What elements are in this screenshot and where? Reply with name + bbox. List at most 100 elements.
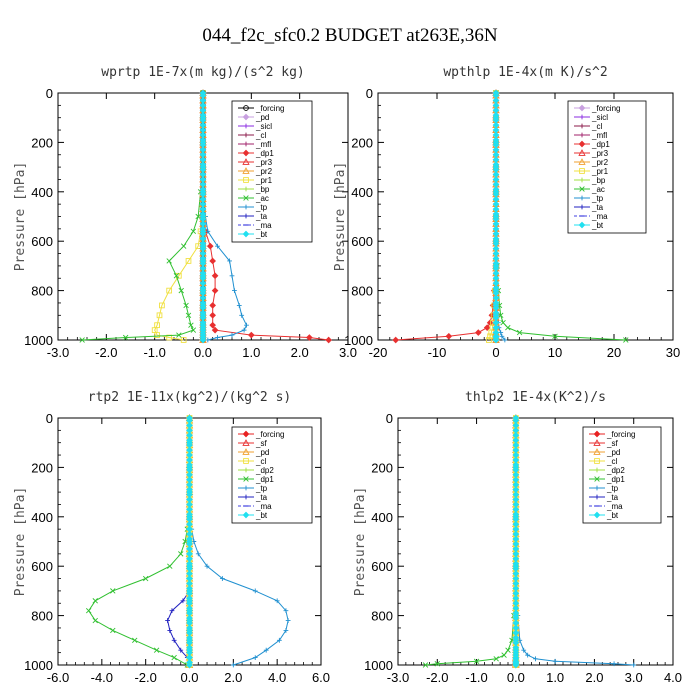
x-tick-label: -2.0 (134, 670, 156, 685)
data-point (195, 213, 201, 220)
x-tick-label: 3.0 (625, 670, 643, 685)
x-tick-label: -3.0 (387, 670, 409, 685)
data-point (166, 287, 173, 294)
legend-marker (579, 168, 585, 174)
panels-container: wprtp 1E-7x(m kg)/(s^2 kg) Pressure [hPa]… (13, 65, 682, 685)
legend-marker (594, 494, 600, 500)
data-point (516, 329, 523, 336)
legend-marker (243, 186, 249, 192)
legend-label: _cl (255, 457, 266, 466)
legend-marker (243, 213, 249, 219)
legend-label: _dp1 (606, 475, 625, 484)
data-point (252, 588, 258, 594)
legend-label: _ta (606, 493, 619, 502)
legend-marker (593, 511, 601, 519)
data-point (92, 598, 98, 604)
panel-4: thlp2 1E-4x(K^2)/s Pressure [hPa] -3.0 -2.0… (353, 390, 682, 685)
data-point (487, 333, 493, 340)
y-axis-label: Pressure [hPa] (13, 487, 28, 597)
data-point (325, 336, 332, 344)
x-tick-label: -2.0 (95, 345, 117, 360)
x-tick-label: 0.0 (180, 670, 198, 685)
y-tick-label: 0 (386, 411, 393, 426)
x-tick-label: 10 (548, 345, 562, 360)
y-tick-label: 800 (31, 284, 53, 299)
y-axis-label: Pressure [hPa] (333, 162, 348, 272)
y-tick-label: 0 (366, 86, 373, 101)
legend-marker (579, 123, 585, 129)
legend-marker (578, 140, 586, 148)
x-tick-label: 30 (666, 345, 680, 360)
panel-2: wpthlp 1E-4x(m K)/s^2 Pressure [hPa] -20 -1… (333, 65, 680, 360)
data-point (209, 257, 216, 265)
y-axis-label: Pressure [hPa] (353, 487, 368, 597)
data-point (215, 335, 220, 340)
legend: _forcing_sicl_cl_mfl_dp1_pr3_pr2_pr1_bp_… (567, 100, 647, 234)
data-point (211, 326, 219, 334)
data-point (167, 628, 173, 633)
x-tick-label: -1.0 (465, 670, 487, 685)
data-point (178, 647, 184, 653)
legend-label: _bt (255, 230, 268, 239)
data-point (244, 322, 249, 328)
data-point (631, 662, 637, 668)
legend-label: _tp (255, 203, 268, 212)
legend-label: _cl (606, 457, 617, 466)
data-point (211, 272, 219, 280)
data-point (422, 662, 429, 668)
legend-label: _tp (606, 484, 619, 493)
data-point (229, 332, 235, 338)
data-point (165, 618, 170, 623)
y-tick-label: 400 (31, 510, 53, 525)
legend-label: _pr3 (255, 158, 273, 167)
y-tick-label: 1000 (364, 658, 393, 673)
data-point (434, 661, 441, 667)
data-point (195, 551, 201, 557)
data-point (185, 312, 192, 319)
legend-marker (578, 104, 586, 112)
legend-label: _ma (606, 502, 623, 511)
figure-title: 044_f2c_sfc0.2 BUDGET at263E,36N (202, 25, 497, 46)
legend-marker (594, 458, 600, 464)
legend-marker (242, 430, 250, 438)
x-tick-label: 1.0 (242, 345, 260, 360)
panel-title: rtp2 1E-11x(kg^2)/(kg^2 s) (88, 390, 292, 405)
legend-label: _ac (255, 194, 269, 203)
legend-label: _forcing (591, 104, 620, 113)
legend-label: _sicl (255, 122, 272, 131)
legend-label: _pd (255, 448, 269, 457)
data-point (474, 329, 482, 336)
data-point (502, 337, 508, 343)
data-point (505, 647, 511, 653)
legend-marker (579, 132, 585, 138)
legend-box (567, 100, 647, 234)
panel-title: wprtp 1E-7x(m kg)/(s^2 kg) (101, 65, 305, 80)
legend-marker (243, 195, 249, 201)
legend-marker (578, 158, 586, 165)
legend-label: _bt (606, 511, 619, 520)
data-point (171, 637, 177, 643)
legend-marker (243, 476, 249, 482)
legend: _forcing_sf_pd_cl_dp2_dp1_tp_ta_ma_bt (582, 426, 662, 524)
x-tick-label: 0.0 (507, 670, 525, 685)
legend-label: _ma (255, 502, 272, 511)
data-point (498, 312, 504, 319)
legend-label: _ma (591, 212, 608, 221)
y-tick-label: 800 (31, 609, 53, 624)
legend-marker (579, 186, 585, 192)
y-axis-label: Pressure [hPa] (13, 162, 28, 272)
legend-label: _pd (606, 448, 620, 457)
data-point (79, 337, 85, 343)
legend-marker (242, 149, 250, 157)
x-tick-label: -1.0 (143, 345, 165, 360)
y-tick-label: 600 (31, 234, 53, 249)
legend-label: _dp1 (255, 475, 274, 484)
data-point (500, 319, 506, 326)
data-point (204, 563, 210, 569)
legend-label: _bp (591, 176, 606, 185)
legend: _forcing_pd_sicl_cl_mfl_dp1_pr3_pr2_pr1_… (231, 100, 313, 243)
legend-label: _sicl (591, 113, 608, 122)
y-tick-label: 0 (46, 86, 53, 101)
legend-label: _bt (591, 221, 604, 230)
